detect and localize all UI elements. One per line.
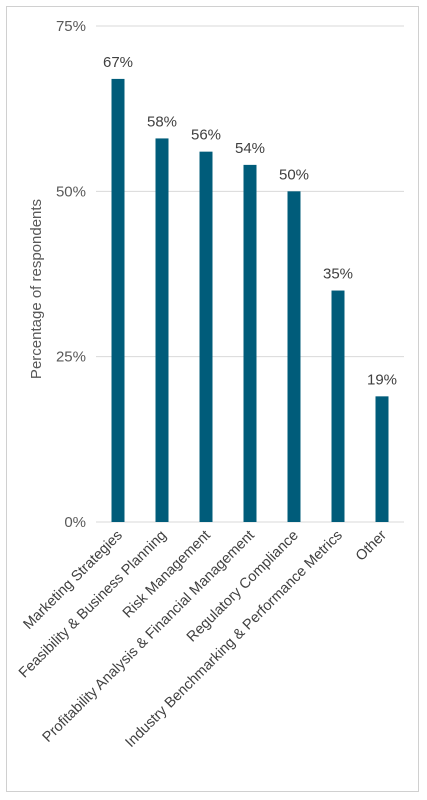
y-tick-label: 50% — [56, 183, 86, 200]
y-tick-label: 25% — [56, 349, 86, 366]
bar — [155, 138, 169, 522]
y-axis-ticks: 0% 25% 50% 75% — [56, 18, 86, 531]
bar — [375, 396, 389, 522]
data-label: 56% — [191, 127, 221, 144]
data-label: 67% — [103, 54, 133, 71]
data-label: 50% — [279, 166, 309, 183]
data-labels: 67% 58% 56% 54% 50% 35% 19% — [103, 54, 397, 388]
bar — [287, 191, 301, 523]
data-label: 54% — [235, 140, 265, 157]
bar — [199, 151, 213, 523]
data-label: 35% — [323, 266, 353, 283]
y-tick-label: 0% — [64, 514, 86, 531]
category-label: Other — [353, 527, 390, 564]
data-label: 19% — [367, 371, 397, 388]
bar — [331, 290, 345, 522]
y-axis-title: Percentage of respondents — [28, 199, 45, 379]
bars — [111, 78, 389, 523]
bar — [111, 78, 125, 522]
data-label: 58% — [147, 113, 177, 130]
bar — [243, 164, 257, 522]
y-tick-label: 75% — [56, 18, 86, 35]
